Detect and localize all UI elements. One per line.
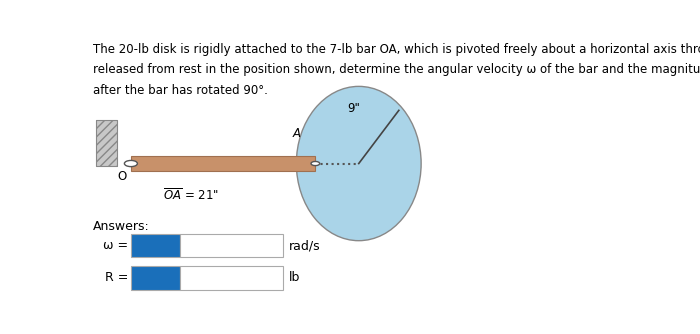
Text: i: i	[153, 273, 158, 283]
Text: R =: R =	[105, 272, 128, 285]
Text: rad/s: rad/s	[289, 239, 321, 252]
FancyBboxPatch shape	[180, 267, 283, 290]
FancyBboxPatch shape	[180, 234, 283, 258]
Text: 9": 9"	[346, 102, 360, 115]
Text: after the bar has rotated 90°.: after the bar has rotated 90°.	[93, 84, 268, 97]
Text: i: i	[153, 241, 158, 251]
Text: Answers:: Answers:	[93, 220, 150, 233]
Text: $\overline{OA}$ = 21": $\overline{OA}$ = 21"	[162, 187, 218, 202]
Bar	[96, 120, 118, 166]
Circle shape	[311, 161, 320, 166]
FancyBboxPatch shape	[131, 234, 180, 258]
Text: The 20-lb disk is rigidly attached to the 7-lb bar OA, which is pivoted freely a: The 20-lb disk is rigidly attached to th…	[93, 43, 700, 56]
Text: ω =: ω =	[103, 239, 128, 252]
Text: 104.97: 104.97	[186, 272, 230, 285]
Text: 7.81: 7.81	[186, 239, 214, 252]
Text: released from rest in the position shown, determine the angular velocity ω of th: released from rest in the position shown…	[93, 63, 700, 76]
Ellipse shape	[296, 87, 421, 241]
Text: A: A	[293, 127, 300, 140]
Text: O: O	[117, 170, 126, 183]
Text: lb: lb	[289, 272, 301, 285]
Circle shape	[125, 160, 137, 167]
Bar	[131, 156, 315, 171]
FancyBboxPatch shape	[131, 267, 180, 290]
Bar	[96, 120, 118, 166]
